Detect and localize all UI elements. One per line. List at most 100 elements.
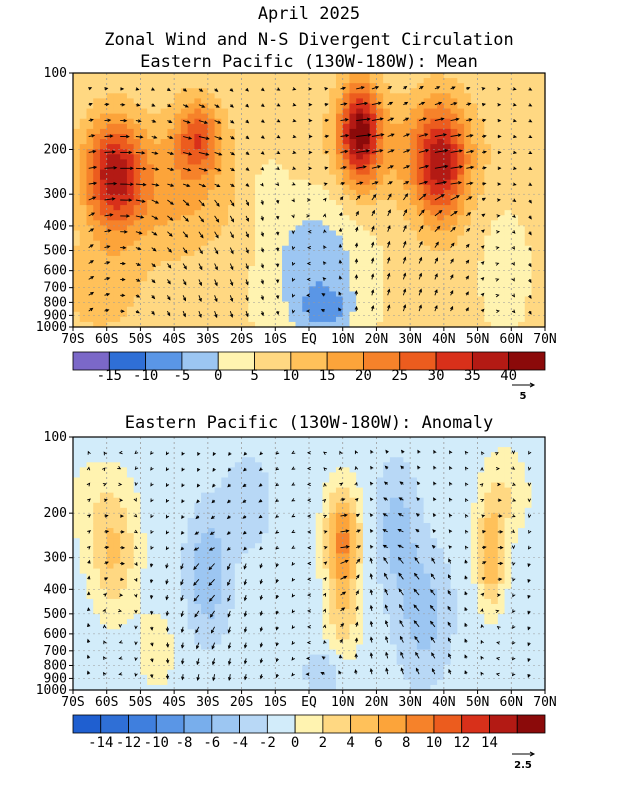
heatmap-cell — [126, 179, 135, 186]
heatmap-cell — [221, 144, 229, 150]
wind-vector-head — [168, 248, 173, 253]
heatmap-cell — [221, 321, 229, 328]
heatmap-cell — [268, 144, 276, 150]
heatmap-cell — [538, 230, 546, 237]
heatmap-cell — [133, 276, 142, 282]
heatmap-cell — [133, 457, 142, 463]
heatmap-cell — [504, 83, 512, 89]
heatmap-cell — [126, 654, 135, 661]
heatmap-cell — [302, 103, 310, 110]
heatmap-cell — [160, 230, 168, 237]
heatmap-cell — [194, 210, 202, 216]
heatmap-cell — [241, 174, 249, 181]
wind-vector-head — [120, 87, 125, 91]
heatmap-cell — [228, 316, 236, 323]
heatmap-cell — [207, 276, 216, 282]
heatmap-cell — [214, 88, 222, 94]
heatmap-cell — [430, 291, 438, 298]
heatmap-cell — [410, 73, 418, 79]
heatmap-cell — [79, 225, 88, 232]
heatmap-cell — [423, 118, 431, 125]
heatmap-cell — [511, 123, 519, 130]
heatmap-cell — [187, 255, 195, 262]
heatmap-cell — [329, 250, 337, 257]
heatmap-cell — [477, 149, 485, 155]
wind-vector-head — [123, 118, 128, 123]
heatmap-cell — [288, 321, 297, 328]
heatmap-cell — [302, 225, 310, 232]
heatmap-cell — [531, 316, 539, 323]
heatmap-cell — [437, 169, 445, 176]
heatmap-cell — [295, 260, 303, 267]
heatmap-cell — [309, 108, 317, 115]
wind-vector-head — [495, 293, 500, 298]
heatmap-cell — [194, 164, 202, 171]
wind-vector-head — [168, 119, 173, 123]
wind-vector-head — [275, 295, 280, 300]
heatmap-cell — [93, 306, 101, 313]
heatmap-cell — [437, 281, 445, 287]
heatmap-cell — [255, 250, 263, 257]
wind-vector-head — [185, 202, 190, 207]
heatmap-cell — [248, 133, 256, 140]
heatmap-cell — [491, 245, 499, 252]
heatmap-cell — [396, 78, 404, 84]
heatmap-cell — [497, 164, 506, 171]
heatmap-cell — [430, 286, 438, 293]
heatmap-cell — [315, 154, 324, 160]
heatmap-cell — [329, 255, 337, 262]
heatmap-cell — [73, 482, 81, 489]
heatmap-cell — [79, 154, 88, 160]
heatmap-cell — [302, 128, 310, 135]
heatmap-cell — [369, 235, 378, 242]
heatmap-cell — [140, 78, 148, 84]
heatmap-cell — [255, 200, 263, 206]
heatmap-cell — [86, 118, 94, 125]
heatmap-cell — [362, 194, 371, 201]
heatmap-cell — [275, 169, 283, 176]
heatmap-cell — [322, 159, 330, 166]
heatmap-cell — [511, 164, 519, 171]
heatmap-cell — [484, 271, 492, 277]
wind-vector-head — [275, 231, 280, 236]
y-tick-label: 900 — [44, 308, 67, 323]
heatmap-cell — [140, 103, 148, 110]
heatmap-cell — [93, 169, 101, 176]
heatmap-cell — [234, 133, 243, 140]
heatmap-cell — [113, 457, 121, 463]
heatmap-cell — [99, 467, 108, 474]
heatmap-cell — [234, 174, 243, 181]
heatmap-cell — [99, 296, 108, 303]
heatmap-cell — [484, 194, 492, 201]
heatmap-cell — [214, 128, 222, 135]
heatmap-cell — [416, 174, 425, 181]
heatmap-cell — [147, 316, 155, 323]
wind-vector-head — [402, 304, 407, 309]
heatmap-cell — [234, 316, 243, 323]
heatmap-cell — [383, 240, 391, 247]
heatmap-cell — [464, 133, 472, 140]
heatmap-cell — [99, 563, 108, 570]
heatmap-cell — [477, 296, 485, 303]
heatmap-cell — [133, 316, 142, 323]
heatmap-cell — [93, 472, 101, 479]
heatmap-cell — [309, 93, 317, 99]
heatmap-cell — [457, 291, 465, 298]
heatmap-cell — [511, 316, 519, 323]
heatmap-cell — [133, 291, 142, 298]
heatmap-cells — [73, 437, 546, 691]
wind-vector — [151, 183, 159, 186]
heatmap-cell — [518, 220, 526, 226]
wind-vector — [135, 151, 145, 154]
wind-vector-head — [229, 88, 234, 92]
heatmap-cell — [295, 321, 303, 328]
heatmap-cell — [376, 286, 384, 293]
wind-vector-head — [122, 246, 127, 250]
heatmap-cell — [120, 553, 128, 560]
heatmap-cell — [147, 194, 155, 201]
heatmap-cell — [464, 159, 472, 166]
heatmap-cell — [255, 174, 263, 181]
heatmap-cell — [389, 316, 398, 323]
heatmap-cell — [241, 83, 249, 89]
wind-vector-head — [528, 295, 532, 299]
